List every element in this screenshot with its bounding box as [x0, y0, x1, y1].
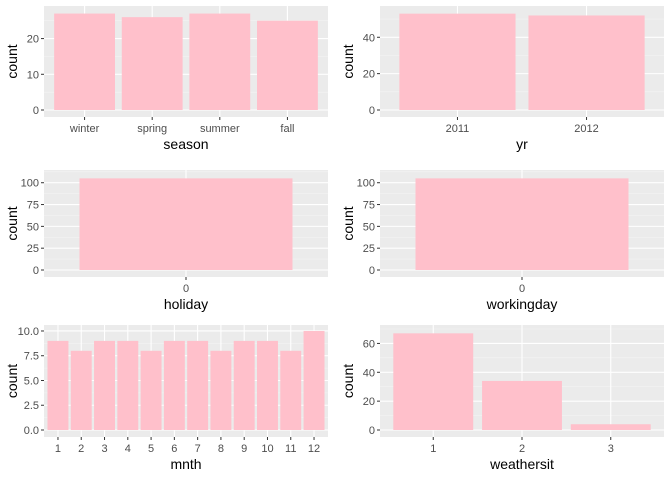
x-tick-label: 9 — [241, 443, 247, 455]
y-tick-label: 75 — [27, 200, 39, 212]
x-tick-label: 2 — [78, 443, 84, 455]
x-tick-label: 12 — [308, 443, 320, 455]
bar-10 — [257, 340, 278, 430]
y-tick-label: 75 — [363, 200, 375, 212]
bar-winter — [54, 13, 115, 111]
x-tick-label: summer — [200, 123, 240, 135]
x-tick-label: 6 — [171, 443, 177, 455]
y-tick-label: 0 — [33, 105, 39, 117]
x-tick-label: 5 — [148, 443, 154, 455]
y-axis-title: count — [4, 206, 20, 240]
y-tick-label: 0 — [369, 265, 375, 277]
x-tick-label: 11 — [285, 443, 296, 455]
x-tick-label: 2 — [519, 443, 525, 455]
x-axis-title: season — [163, 136, 208, 152]
bar-4 — [117, 340, 139, 430]
bar-2011 — [399, 13, 516, 110]
x-tick-label: 4 — [125, 443, 131, 455]
bar-11 — [280, 350, 302, 430]
y-tick-label: 60 — [363, 338, 375, 350]
y-axis-title: count — [340, 364, 356, 398]
bar-2 — [482, 380, 562, 430]
x-tick-label: 0 — [519, 283, 525, 295]
bar-summer — [189, 13, 251, 111]
chart-panel-season: 0 10 20 winter spring summer fall season count — [4, 6, 328, 152]
x-tick-label: 1 — [55, 443, 61, 455]
y-axis-title: count — [340, 206, 356, 240]
y-tick-label: 0 — [369, 425, 375, 437]
bar-spring — [121, 17, 183, 111]
y-tick-label: 20 — [27, 34, 39, 46]
y-tick-label: 5.0 — [24, 375, 39, 387]
y-tick-label: 25 — [363, 243, 375, 255]
bar-12 — [303, 330, 325, 430]
x-axis-title: workingday — [486, 296, 558, 312]
bar-3 — [570, 424, 651, 430]
chart-panel-weathersit: 0 20 40 60 1 2 3 weathersit count — [340, 325, 664, 472]
y-tick-label: 20 — [363, 396, 375, 408]
x-tick-label: 3 — [101, 443, 107, 455]
bar-8 — [210, 350, 232, 430]
x-axis-title: holiday — [164, 296, 208, 312]
x-axis-title: yr — [516, 136, 528, 152]
y-tick-label: 10.0 — [18, 326, 39, 338]
x-tick-label: 3 — [608, 443, 614, 455]
bar-3 — [94, 340, 115, 430]
x-tick-label: 7 — [195, 443, 201, 455]
x-tick-label: 0 — [183, 283, 189, 295]
y-tick-label: 50 — [363, 221, 375, 233]
y-axis-title: count — [4, 364, 20, 398]
y-tick-label: 40 — [363, 367, 375, 379]
x-tick-label: winter — [69, 123, 100, 135]
y-tick-label: 100 — [357, 178, 375, 190]
x-axis-title: weathersit — [489, 456, 554, 472]
y-tick-label: 100 — [21, 178, 39, 190]
bar-7 — [187, 340, 209, 430]
bar-6 — [163, 340, 185, 430]
y-tick-label: 0 — [369, 105, 375, 117]
bar-fall — [257, 20, 318, 110]
x-tick-label: 2012 — [574, 123, 598, 135]
bar-2012 — [528, 15, 645, 111]
bar-1 — [47, 340, 69, 430]
x-tick-label: spring — [137, 123, 167, 135]
x-tick-label: fall — [280, 123, 294, 135]
y-tick-label: 40 — [363, 32, 375, 44]
bar-0 — [79, 178, 293, 270]
y-tick-label: 0.0 — [24, 425, 39, 437]
y-tick-label: 7.5 — [24, 351, 39, 363]
y-tick-label: 0 — [33, 265, 39, 277]
bar-9 — [233, 340, 255, 430]
y-tick-label: 50 — [27, 221, 39, 233]
y-tick-label: 10 — [27, 69, 39, 81]
bar-2 — [70, 350, 92, 430]
x-tick-label: 1 — [430, 443, 436, 455]
x-tick-label: 8 — [218, 443, 224, 455]
bar-1 — [393, 333, 474, 430]
bar-0 — [415, 178, 629, 270]
y-tick-label: 20 — [363, 69, 375, 81]
y-axis-title: count — [4, 44, 20, 78]
y-axis-title: count — [340, 44, 356, 78]
bar-5 — [140, 350, 162, 430]
x-tick-label: 2011 — [446, 123, 470, 135]
chart-panel-yr: 0 20 40 2011 2012 yr count — [340, 6, 664, 152]
x-tick-label: 10 — [261, 443, 273, 455]
y-tick-label: 2.5 — [24, 400, 39, 412]
x-axis-title: mnth — [170, 456, 201, 472]
y-tick-label: 25 — [27, 243, 39, 255]
